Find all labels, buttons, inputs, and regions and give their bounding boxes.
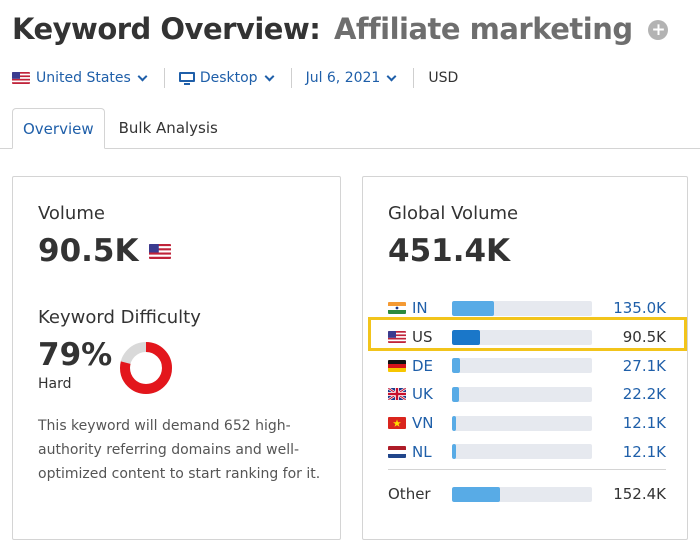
monitor-icon <box>178 71 195 85</box>
divider <box>413 68 415 88</box>
country-volume[interactable]: 12.1K <box>622 442 666 461</box>
volume-bar-fill <box>452 444 457 460</box>
title-label: Keyword Overview: <box>12 12 321 46</box>
country-label: United States <box>36 70 131 86</box>
volume-bar-fill <box>452 386 459 402</box>
page-title: Keyword Overview: Affiliate marketing + <box>12 12 669 46</box>
global-volume-card: Global Volume 451.4K IN 135.0K US 90.5K … <box>362 176 688 540</box>
country-code: DE <box>412 356 434 375</box>
device-selector[interactable]: Desktop <box>178 70 277 86</box>
uk-flag-icon <box>388 388 406 401</box>
volume-label: Volume <box>38 203 105 224</box>
country-row-nl[interactable]: NL 12.1K <box>388 437 666 466</box>
other-label: Other <box>388 485 431 504</box>
country-volume-list: IN 135.0K US 90.5K DE 27.1K UK <box>388 294 666 466</box>
vietnam-flag-icon <box>388 417 406 430</box>
divider <box>163 68 165 88</box>
date-label: Jul 6, 2021 <box>305 70 381 86</box>
volume-bar <box>452 486 592 502</box>
divider <box>290 68 292 88</box>
country-row-other: Other 152.4K <box>388 480 666 509</box>
volume-bar <box>452 358 592 374</box>
keyword-text: Affiliate marketing <box>333 12 633 46</box>
currency-label: USD <box>428 70 459 86</box>
chevron-down-icon <box>386 71 397 81</box>
volume-bar-fill <box>452 415 457 431</box>
country-volume: 90.5K <box>622 328 666 347</box>
country-selector[interactable]: United States <box>12 70 150 86</box>
country-row-uk[interactable]: UK 22.2K <box>388 380 666 409</box>
kd-level: Hard <box>38 376 72 392</box>
volume-bar <box>452 386 592 402</box>
country-volume[interactable]: 135.0K <box>613 299 666 318</box>
volume-bar-fill <box>452 486 500 502</box>
chevron-down-icon <box>137 71 148 81</box>
volume-value-row: 90.5K <box>38 233 177 269</box>
global-volume-value: 451.4K <box>388 233 511 269</box>
netherlands-flag-icon <box>388 445 406 458</box>
germany-flag-icon <box>388 359 406 372</box>
global-volume-label: Global Volume <box>388 203 519 224</box>
country-code: NL <box>412 442 432 461</box>
country-volume[interactable]: 27.1K <box>622 356 666 375</box>
country-code: US <box>412 328 433 347</box>
volume-card: Volume 90.5K Keyword Difficulty 79% Hard… <box>12 176 341 540</box>
country-row-us[interactable]: US 90.5K <box>388 323 666 352</box>
tab-bulk-analysis[interactable]: Bulk Analysis <box>118 119 218 137</box>
country-code: VN <box>412 414 434 433</box>
volume-bar <box>452 329 592 345</box>
kd-description: This keyword will demand 652 high-author… <box>38 418 321 482</box>
date-selector[interactable]: Jul 6, 2021 <box>306 70 400 86</box>
country-code: UK <box>412 385 433 404</box>
us-flag-icon <box>148 243 171 259</box>
kd-donut-chart <box>120 342 172 394</box>
kd-value: 79% <box>38 337 113 373</box>
volume-bar <box>452 415 592 431</box>
country-row-de[interactable]: DE 27.1K <box>388 351 666 380</box>
kd-label: Keyword Difficulty <box>38 307 201 328</box>
device-label: Desktop <box>199 70 258 86</box>
volume-bar-fill <box>452 358 461 374</box>
other-divider <box>388 469 666 470</box>
volume-bar-fill <box>452 329 480 345</box>
us-flag-icon <box>12 72 30 84</box>
volume-bar-fill <box>452 300 494 316</box>
other-volume: 152.4K <box>613 485 666 504</box>
us-row-highlight <box>368 317 687 351</box>
tab-bar: Overview Bulk Analysis <box>12 108 232 149</box>
tab-underline <box>0 148 700 149</box>
filter-bar: United States Desktop Jul 6, 2021 USD <box>12 66 458 90</box>
country-volume[interactable]: 12.1K <box>622 414 666 433</box>
kd-donut-fill <box>120 342 172 394</box>
india-flag-icon <box>388 302 406 315</box>
volume-value: 90.5K <box>38 233 139 269</box>
country-code: IN <box>412 299 428 318</box>
volume-bar <box>452 300 592 316</box>
chevron-down-icon <box>264 71 275 81</box>
volume-bar <box>452 444 592 460</box>
plus-circle-icon[interactable]: + <box>648 20 669 40</box>
country-row-vn[interactable]: VN 12.1K <box>388 409 666 438</box>
country-row-in[interactable]: IN 135.0K <box>388 294 666 323</box>
country-volume[interactable]: 22.2K <box>622 385 666 404</box>
us-flag-icon <box>388 331 406 344</box>
tab-overview[interactable]: Overview <box>12 108 105 149</box>
